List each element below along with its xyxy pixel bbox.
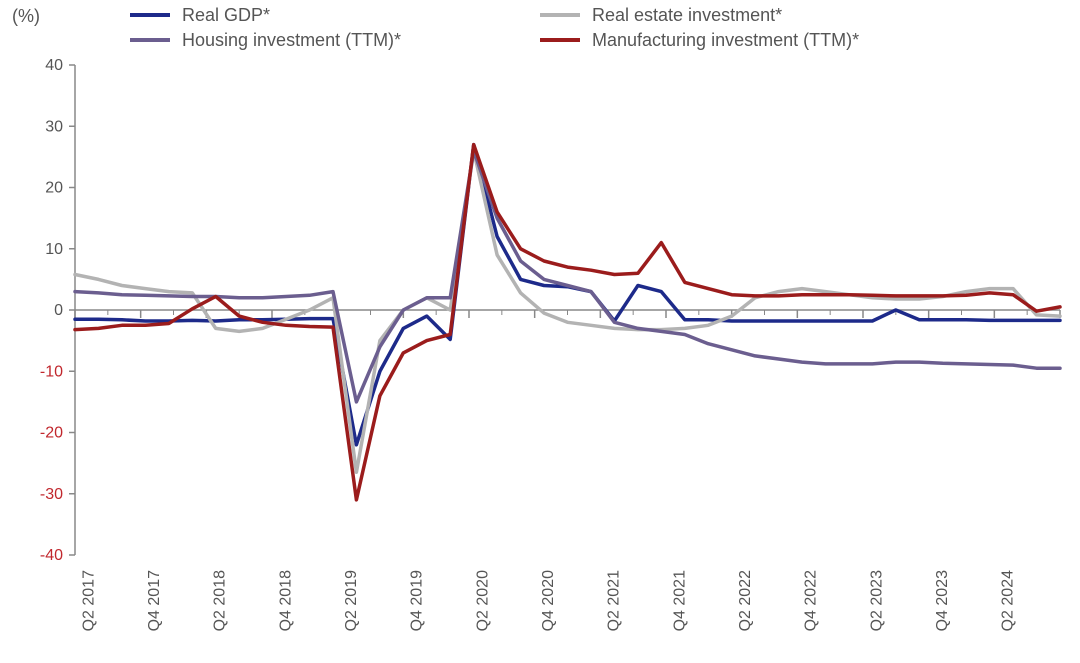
- legend-swatch-real_estate: [540, 13, 580, 17]
- y-tick-label: -20: [40, 425, 63, 442]
- x-tick-label: Q2 2017: [80, 570, 97, 631]
- legend-label-gdp: Real GDP*: [182, 5, 270, 25]
- y-tick-label: 40: [45, 57, 63, 74]
- x-tick-label: Q4 2018: [277, 570, 294, 631]
- line-chart: -40 -30 -20 -10 0 10 20 30 40 (%) Q2 2017 Q4 2017 Q2…: [0, 0, 1080, 663]
- legend-label-real_estate: Real estate investment*: [592, 5, 782, 25]
- y-tick-label: 0: [54, 302, 63, 319]
- y-tick-label: -30: [40, 486, 63, 503]
- x-tick-label: Q4 2021: [671, 570, 688, 631]
- y-tick-label: -10: [40, 363, 63, 380]
- chart-svg: -40 -30 -20 -10 0 10 20 30 40 (%) Q2 2017 Q4 2017 Q2…: [0, 0, 1080, 663]
- x-tick-label: Q2 2024: [1000, 570, 1017, 631]
- x-tick-label: Q2 2020: [474, 570, 491, 631]
- legend-label-housing: Housing investment (TTM)*: [182, 30, 401, 50]
- x-tick-label: Q4 2017: [146, 570, 163, 631]
- y-axis-title: (%): [12, 6, 40, 26]
- x-tick-label: Q4 2023: [934, 570, 951, 631]
- x-tick-label: Q4 2020: [540, 570, 557, 631]
- series-housing: [75, 151, 1060, 402]
- legend-label-manufacturing: Manufacturing investment (TTM)*: [592, 30, 859, 50]
- x-tick-label: Q2 2021: [606, 570, 623, 631]
- y-tick-label: -40: [40, 547, 63, 564]
- y-tick-label: 10: [45, 241, 63, 258]
- x-tick-label: Q4 2022: [803, 570, 820, 631]
- x-tick-label: Q2 2023: [868, 570, 885, 631]
- legend-swatch-gdp: [130, 13, 170, 17]
- legend-swatch-housing: [130, 38, 170, 42]
- x-tick-label: Q2 2022: [737, 570, 754, 631]
- y-tick-label: 30: [45, 118, 63, 135]
- x-tick-label: Q4 2019: [409, 570, 426, 631]
- y-tick-label: 20: [45, 180, 63, 197]
- legend-swatch-manufacturing: [540, 38, 580, 42]
- x-tick-label: Q2 2019: [343, 570, 360, 631]
- x-tick-label: Q2 2018: [212, 570, 229, 631]
